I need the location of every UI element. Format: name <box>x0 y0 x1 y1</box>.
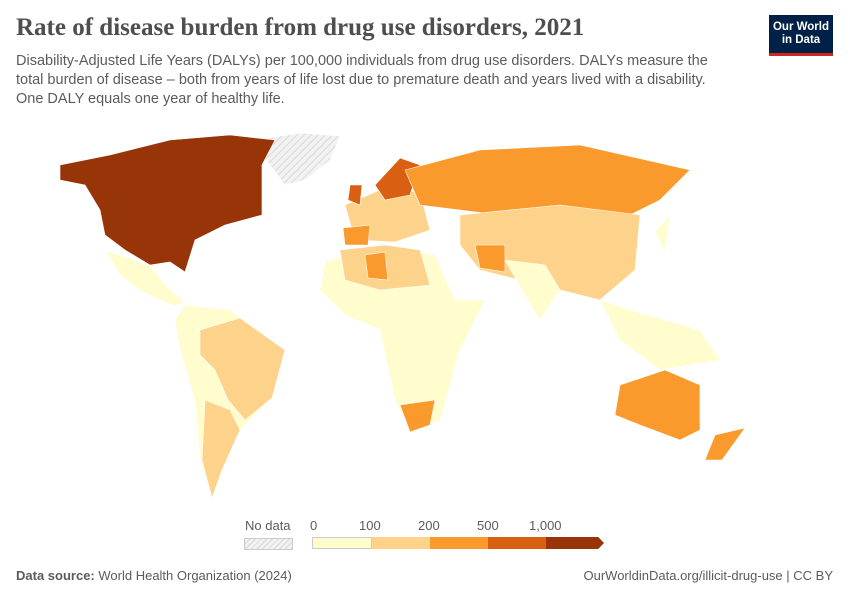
country-mexico-central-america[interactable] <box>104 249 186 307</box>
legend: No data 0 100 200 500 1,000 <box>0 515 850 555</box>
legend-bin-200-500 <box>430 537 488 549</box>
legend-no-data-label: No data <box>245 518 291 533</box>
legend-bin-500-1000 <box>488 537 546 549</box>
legend-tick-200: 200 <box>418 518 440 533</box>
country-brazil[interactable] <box>199 317 286 421</box>
legend-tick-0: 0 <box>310 518 318 533</box>
country-south-africa[interactable] <box>399 399 436 433</box>
country-spain[interactable] <box>342 224 371 246</box>
data-source-value: World Health Organization (2024) <box>98 568 292 583</box>
country-new-zealand[interactable] <box>704 427 746 461</box>
data-source: Data source: World Health Organization (… <box>16 568 292 583</box>
country-uk[interactable] <box>347 184 363 206</box>
legend-bin-0-100 <box>312 537 372 549</box>
chart-subtitle: Disability-Adjusted Life Years (DALYs) p… <box>16 53 708 107</box>
country-australia[interactable] <box>614 369 701 441</box>
owid-logo[interactable]: Our World in Data <box>769 15 833 56</box>
country-libya[interactable] <box>364 251 389 281</box>
country-africa[interactable] <box>319 244 486 431</box>
country-usa-canada[interactable] <box>59 134 276 273</box>
country-russia[interactable] <box>404 144 691 216</box>
chart-title: Rate of disease burden from drug use dis… <box>16 14 585 41</box>
country-argentina-chile[interactable] <box>201 399 241 500</box>
data-source-label: Data source: <box>16 568 95 583</box>
source-url-link[interactable]: OurWorldinData.org/illicit-drug-use | CC… <box>583 568 834 583</box>
country-southeast-asia[interactable] <box>599 299 721 371</box>
legend-bin-1000-plus <box>546 537 604 549</box>
legend-tick-500: 500 <box>477 518 499 533</box>
country-greenland[interactable] <box>254 132 341 186</box>
legend-no-data-swatch <box>244 538 293 550</box>
world-map <box>59 132 746 500</box>
country-india-region[interactable] <box>504 259 561 321</box>
legend-tick-1000: 1,000 <box>529 518 562 533</box>
country-japan[interactable] <box>654 214 671 254</box>
country-iran[interactable] <box>474 244 506 273</box>
legend-tick-100: 100 <box>359 518 381 533</box>
legend-bin-100-200 <box>372 537 430 549</box>
